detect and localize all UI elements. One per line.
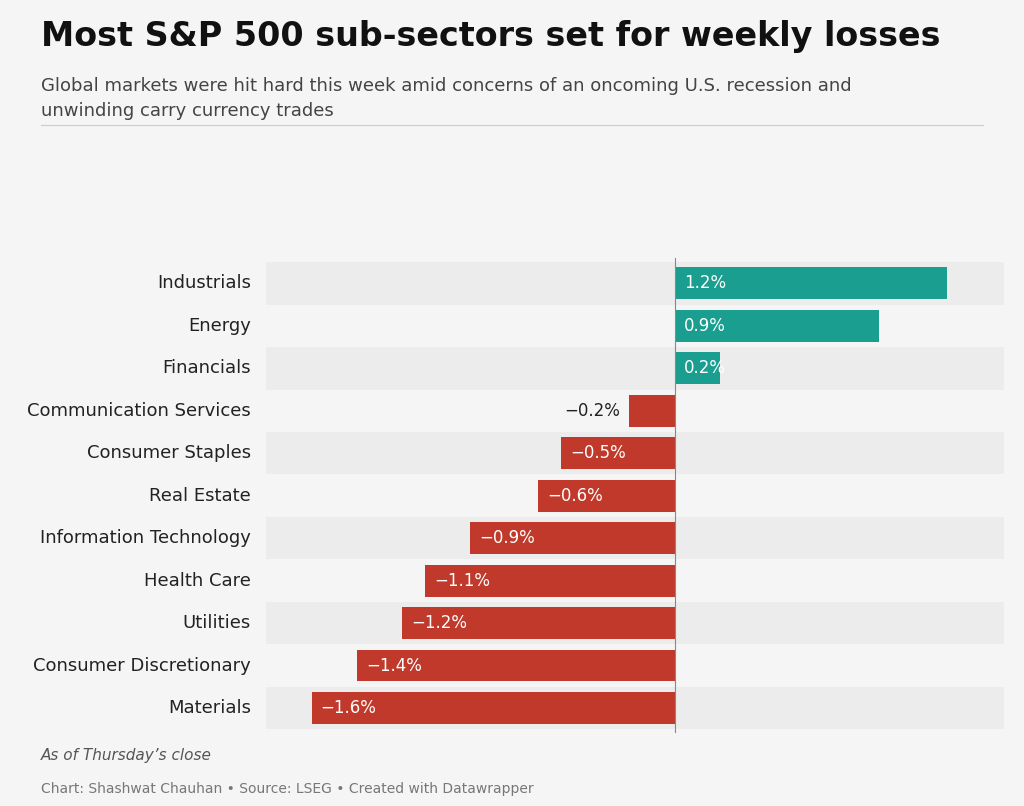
Bar: [266, 602, 1004, 644]
Text: −0.9%: −0.9%: [479, 530, 536, 547]
Text: 1.2%: 1.2%: [684, 274, 726, 293]
Text: Energy: Energy: [188, 317, 251, 334]
Bar: [561, 438, 675, 469]
Text: Financials: Financials: [162, 359, 251, 377]
Text: −1.6%: −1.6%: [321, 699, 377, 717]
Text: Materials: Materials: [168, 699, 251, 717]
Text: −1.4%: −1.4%: [366, 657, 422, 675]
Text: Industrials: Industrials: [157, 274, 251, 293]
Text: Communication Services: Communication Services: [27, 401, 251, 420]
Text: Utilities: Utilities: [182, 614, 251, 632]
Text: Global markets were hit hard this week amid concerns of an oncoming U.S. recessi: Global markets were hit hard this week a…: [41, 77, 852, 120]
Bar: [675, 268, 947, 299]
Text: −0.2%: −0.2%: [564, 401, 621, 420]
Text: Real Estate: Real Estate: [150, 487, 251, 505]
Bar: [266, 644, 1004, 687]
Bar: [266, 687, 1004, 729]
Bar: [629, 395, 675, 426]
Text: Consumer Discretionary: Consumer Discretionary: [33, 657, 251, 675]
Text: Information Technology: Information Technology: [40, 530, 251, 547]
Bar: [425, 565, 675, 596]
Bar: [402, 607, 675, 639]
Bar: [266, 347, 1004, 389]
Text: Chart: Shashwat Chauhan • Source: LSEG • Created with Datawrapper: Chart: Shashwat Chauhan • Source: LSEG •…: [41, 782, 534, 796]
Text: −0.6%: −0.6%: [548, 487, 603, 505]
Text: 0.9%: 0.9%: [684, 317, 726, 334]
Text: Health Care: Health Care: [144, 571, 251, 590]
Bar: [539, 480, 675, 512]
Bar: [675, 310, 879, 342]
Text: Consumer Staples: Consumer Staples: [87, 444, 251, 462]
Text: 0.2%: 0.2%: [684, 359, 726, 377]
Bar: [266, 432, 1004, 475]
Bar: [675, 352, 720, 384]
Bar: [266, 389, 1004, 432]
Bar: [266, 559, 1004, 602]
Text: As of Thursday’s close: As of Thursday’s close: [41, 748, 212, 763]
Bar: [266, 262, 1004, 305]
Text: Most S&P 500 sub-sectors set for weekly losses: Most S&P 500 sub-sectors set for weekly …: [41, 20, 940, 53]
Bar: [357, 650, 675, 681]
Bar: [266, 475, 1004, 517]
Text: −1.1%: −1.1%: [434, 571, 490, 590]
Bar: [266, 305, 1004, 347]
Text: −1.2%: −1.2%: [412, 614, 467, 632]
Bar: [311, 692, 675, 724]
Bar: [470, 522, 675, 554]
Text: −0.5%: −0.5%: [570, 444, 626, 462]
Bar: [266, 517, 1004, 559]
